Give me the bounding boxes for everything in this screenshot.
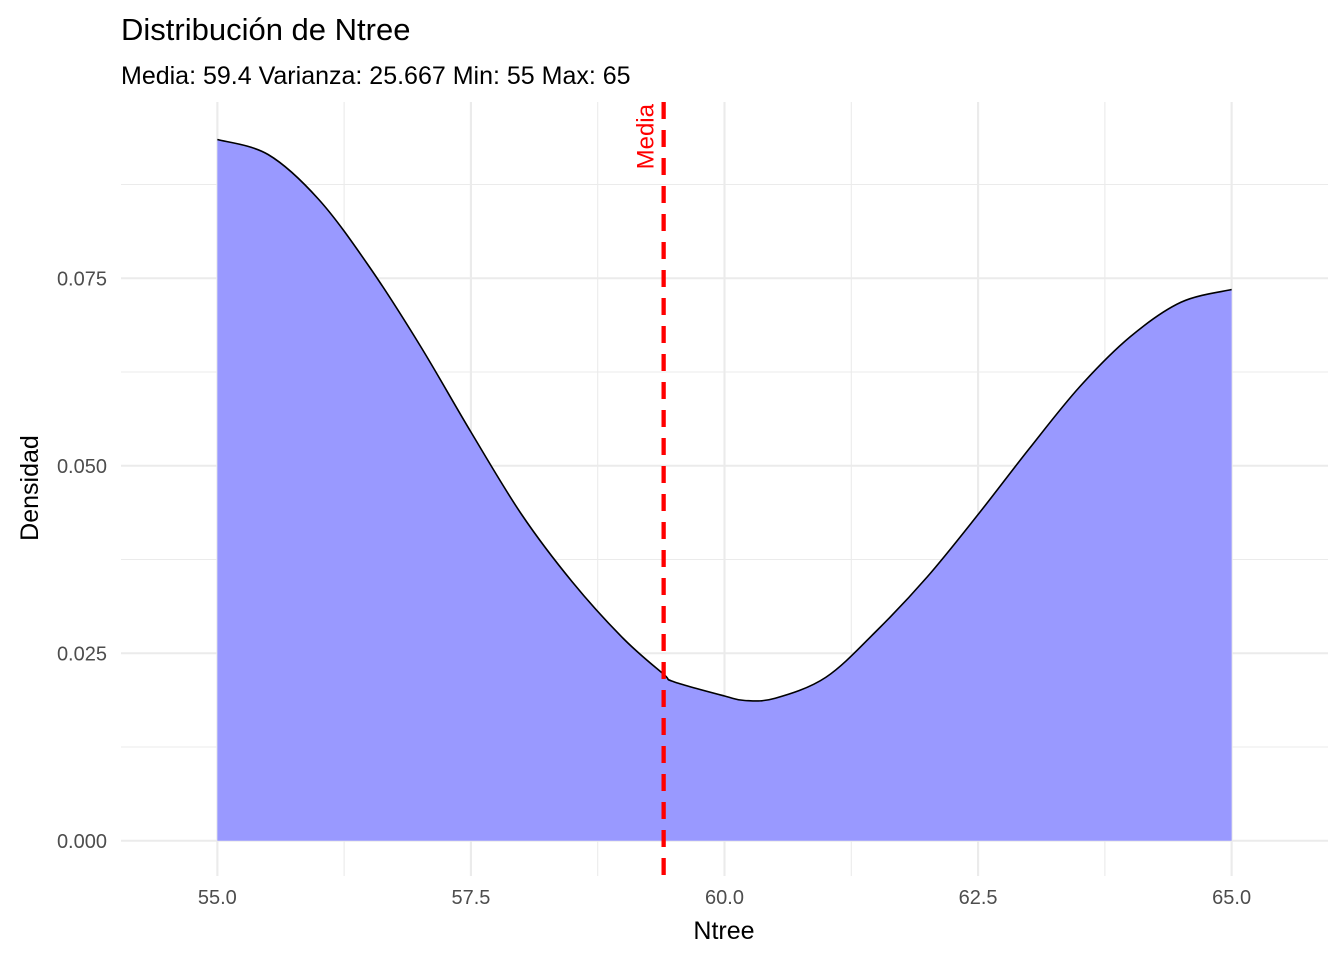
y-axis-label: Densidad <box>16 435 44 541</box>
density-area <box>217 138 1232 841</box>
y-tick-label: 0.075 <box>57 268 107 290</box>
x-tick-label: 62.5 <box>959 887 998 909</box>
x-tick-label: 57.5 <box>451 887 490 909</box>
density-fill <box>217 139 1232 841</box>
x-tick-label: 60.0 <box>705 887 744 909</box>
x-tick-label: 55.0 <box>198 887 237 909</box>
chart-title: Distribución de Ntree <box>121 12 410 47</box>
y-tick-label: 0.025 <box>57 643 107 665</box>
x-axis-label: Ntree <box>693 917 754 945</box>
y-tick-label: 0.000 <box>57 831 107 853</box>
y-tick-label: 0.050 <box>57 456 107 478</box>
mean-line-label: Media <box>633 103 660 169</box>
mean-line-layer: Media <box>633 102 666 876</box>
chart-subtitle: Media: 59.4 Varianza: 25.667 Min: 55 Max… <box>121 62 631 90</box>
x-tick-label: 65.0 <box>1212 887 1251 909</box>
x-axis-ticks: 55.0 57.5 60.0 62.5 65.0 <box>198 887 1251 909</box>
y-axis-ticks: 0.000 0.025 0.050 0.075 <box>57 268 107 853</box>
density-curve <box>217 138 1232 702</box>
